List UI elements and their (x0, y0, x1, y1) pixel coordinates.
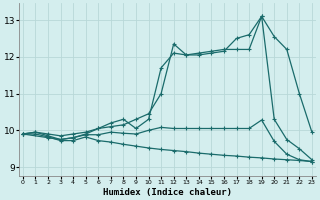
X-axis label: Humidex (Indice chaleur): Humidex (Indice chaleur) (103, 188, 232, 197)
